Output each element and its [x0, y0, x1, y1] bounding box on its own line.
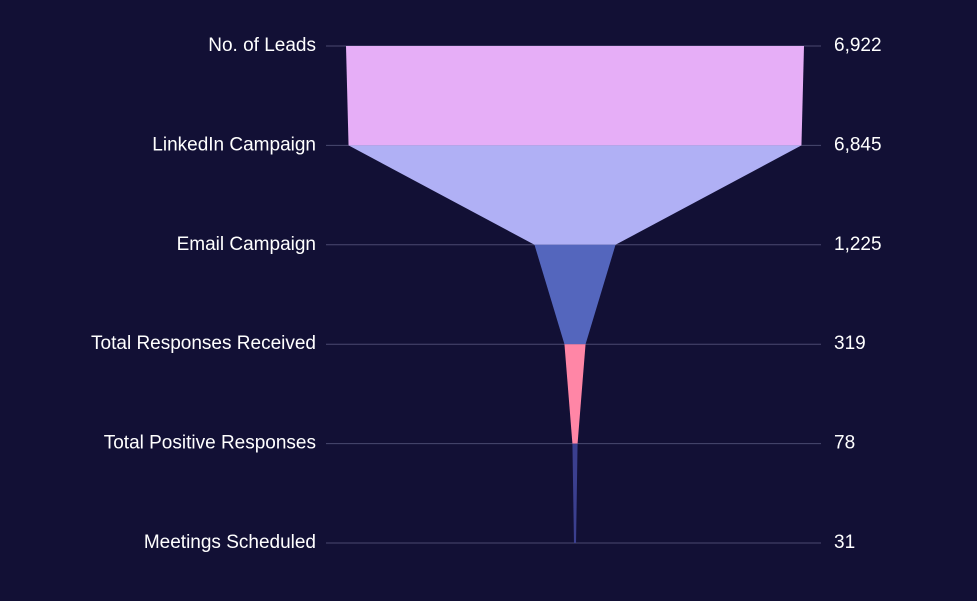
stage-label: Meetings Scheduled — [144, 532, 316, 553]
funnel-segment — [564, 344, 586, 444]
stage-label: Email Campaign — [177, 234, 316, 255]
funnel-segment — [534, 244, 616, 345]
stage-labels: No. of Leads LinkedIn Campaign Email Campa… — [91, 35, 316, 553]
stage-label: Total Responses Received — [91, 333, 316, 354]
stage-value: 6,922 — [834, 35, 882, 56]
stage-label: No. of Leads — [208, 35, 316, 56]
funnel-segment — [348, 145, 802, 245]
stage-value: 319 — [834, 333, 866, 354]
value-labels: 6,922 6,845 1,225 319 78 31 — [834, 35, 882, 553]
stage-value: 31 — [834, 532, 855, 553]
funnel-segment — [346, 46, 804, 146]
stage-label: LinkedIn Campaign — [152, 134, 316, 155]
funnel-segment — [572, 443, 578, 543]
funnel-segments — [346, 46, 804, 543]
stage-value: 78 — [834, 433, 855, 454]
stage-value: 6,845 — [834, 134, 882, 155]
stage-value: 1,225 — [834, 234, 882, 255]
stage-label: Total Positive Responses — [104, 433, 316, 454]
